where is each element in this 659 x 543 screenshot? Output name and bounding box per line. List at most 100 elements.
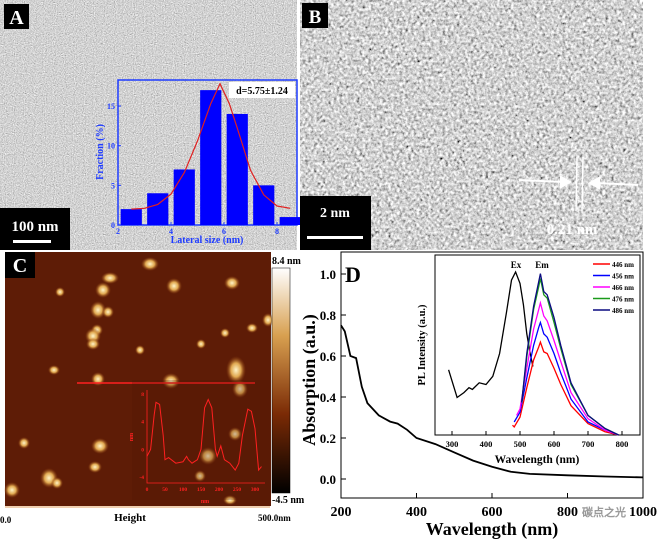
profile-curve — [146, 398, 262, 472]
profile-x-tick-label: 150 — [197, 487, 206, 493]
panel-d: D Absorption (a.u.) Wavelength (nm) 碳点之光… — [299, 251, 657, 540]
profile-x-tick-label: 250 — [233, 487, 242, 493]
afm-particle — [223, 495, 237, 505]
histogram-annotation: d=5.75±1.24 — [236, 86, 288, 97]
x-end-label: 500.0nm — [258, 513, 291, 523]
histogram-x-title: Lateral size (nm) — [171, 235, 244, 246]
y-tick-label: 1.0 — [320, 267, 336, 282]
histogram-bar — [200, 90, 222, 225]
lattice-fringe-line — [575, 156, 578, 212]
profile-y-tick-label: 8 — [141, 392, 144, 398]
afm-particle — [91, 438, 109, 454]
y-tick-label: 0.4 — [320, 390, 337, 405]
panel-c-label: C — [13, 255, 27, 277]
pl-series-456-nm — [513, 320, 619, 436]
lattice-spacing-label: 0.21 nm — [547, 222, 598, 238]
colorbar-max-label: 8.4 nm — [272, 256, 302, 267]
afm-particle — [102, 306, 114, 318]
afm-particle — [228, 427, 242, 441]
profile-axes — [146, 390, 265, 484]
legend-label: 456 nm — [612, 273, 634, 281]
y-tick-label: 0.0 — [320, 472, 336, 487]
profile-y-tick-label: -4 — [139, 475, 144, 481]
x-title: Height — [114, 512, 146, 524]
absorption-chart: D Absorption (a.u.) Wavelength (nm) 碳点之光… — [299, 251, 657, 540]
pl-series-ex — [447, 270, 534, 399]
afm-particle — [224, 276, 240, 290]
histogram-bar — [226, 113, 248, 225]
afm-particle — [162, 373, 180, 389]
afm-particles — [4, 257, 274, 505]
panel-c-label-box — [5, 252, 35, 278]
x-tick-label: 200 — [331, 505, 352, 520]
y-tick-label: 10 — [107, 142, 115, 151]
panel-b-label: B — [309, 7, 322, 28]
histogram-bar — [279, 217, 301, 225]
arrow-left-icon — [595, 182, 639, 186]
pl-x-title: Wavelength (nm) — [495, 454, 580, 466]
x-tick-label: 8 — [275, 227, 279, 236]
legend-label: 466 nm — [612, 284, 634, 292]
y-tick-label: 15 — [107, 102, 115, 111]
panel-a-label: A — [9, 7, 24, 29]
scale-bar — [307, 236, 363, 239]
afm-particle — [88, 461, 102, 473]
profile-y-tick-label: 4 — [141, 420, 144, 426]
legend-label: 476 nm — [612, 296, 634, 304]
afm-particle — [226, 356, 246, 384]
absorption-curve — [340, 324, 644, 479]
lattice-fringe-line — [581, 156, 584, 212]
profile-y-title: nm — [129, 433, 135, 441]
pl-x-tick-label: 400 — [480, 439, 493, 449]
gaussian-fit-curve — [131, 82, 291, 210]
afm-particle — [262, 313, 274, 327]
histogram-bar — [147, 193, 169, 225]
x-tick-label: 600 — [482, 505, 503, 520]
scale-bar-label: 100 nm — [11, 219, 59, 235]
y-tick-label: 5 — [111, 181, 115, 190]
panel-a-label-box — [4, 4, 29, 29]
panel-b-label-box — [302, 3, 328, 28]
afm-particle — [18, 437, 30, 449]
profile-x-tick-label: 300 — [251, 487, 260, 493]
colorbar — [271, 267, 291, 494]
afm-particle — [199, 447, 217, 465]
panel-d-label: D — [345, 262, 361, 287]
absorption-x-title: Wavelength (nm) — [426, 519, 559, 540]
annotation-box — [229, 82, 295, 98]
profile-x-title: nm — [201, 499, 209, 505]
pl-y-title: PL Intensity (a.u.) — [417, 304, 428, 386]
afm-particle — [55, 287, 65, 297]
x-tick-label: 6 — [222, 227, 226, 236]
afm-particle — [220, 328, 230, 338]
pl-series-446-nm — [512, 340, 619, 436]
scale-bar-label: 2 nm — [320, 206, 350, 221]
pl-em-annotation: Em — [535, 260, 549, 270]
arrow-left-head-icon — [587, 176, 600, 190]
pl-x-tick-label: 600 — [548, 439, 561, 449]
histogram-bar — [253, 185, 275, 225]
afm-particle — [196, 339, 206, 349]
afm-particle — [194, 470, 206, 482]
pl-series-486-nm — [521, 273, 619, 436]
afm-particle — [91, 372, 105, 386]
lattice-markers — [518, 156, 639, 212]
pl-frame — [434, 254, 641, 436]
panel-a: A 100 nm d=5.75±1.24 Lateral size (nm) F… — [0, 0, 301, 250]
profile-y-tick-label: 0 — [141, 447, 144, 453]
afm-particle — [101, 272, 119, 284]
afm-particle — [141, 257, 159, 271]
histogram-bar — [120, 209, 142, 225]
histogram-y-title: Fraction (%) — [95, 124, 106, 180]
pl-x-tick-label: 500 — [514, 439, 527, 449]
legend-label: 486 nm — [612, 307, 634, 315]
arrow-right-head-icon — [560, 175, 573, 189]
arrow-right-icon — [518, 179, 565, 183]
x-tick-label: 400 — [406, 505, 427, 520]
afm-particle — [4, 482, 20, 498]
profile-inset-bg — [132, 380, 270, 500]
histogram-bar — [173, 169, 195, 225]
pl-series-466-nm — [516, 300, 619, 436]
profile-x-tick-label: 100 — [179, 487, 188, 493]
